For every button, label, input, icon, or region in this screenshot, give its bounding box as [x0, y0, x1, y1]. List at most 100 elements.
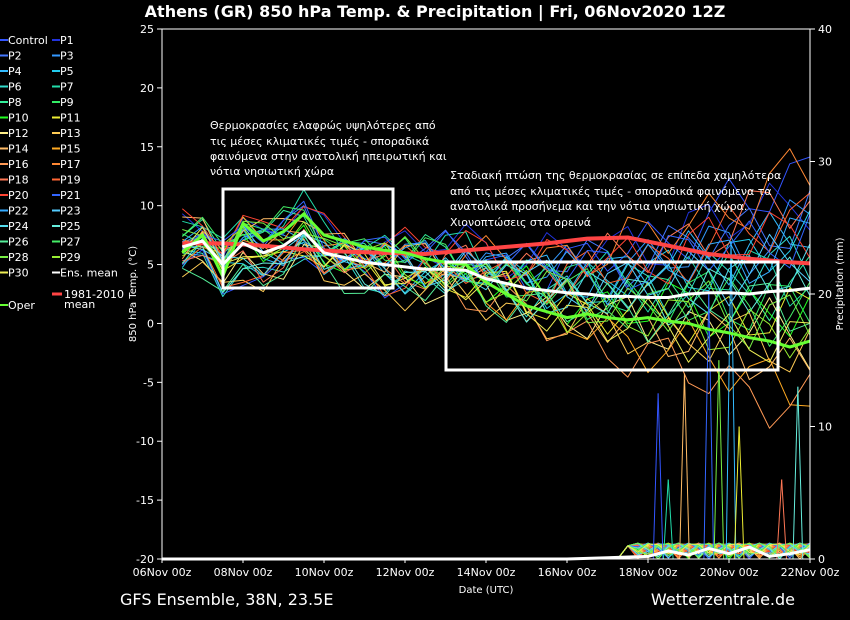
x-tick-label: 22Nov 00z	[781, 566, 840, 579]
y-axis-label: 850 hPa Temp. (°C)	[128, 246, 139, 342]
member-line-p2	[182, 190, 811, 288]
climate-mean-line	[182, 235, 811, 266]
y-tick-label: -20	[136, 553, 154, 566]
x-tick-label: 20Nov 00z	[700, 566, 759, 579]
member-line-p8	[181, 209, 811, 322]
annotation-line: Χιονοπτώσεις στα ορεινά	[450, 216, 591, 229]
legend-label: P22	[8, 205, 29, 218]
legend-label: P20	[8, 189, 29, 202]
y-axis-right: 40 30 20 10 0	[810, 23, 832, 566]
main-series	[181, 212, 811, 349]
legend-label: P21	[60, 189, 81, 202]
precip-spike	[792, 386, 799, 560]
x-axis-label: Date (UTC)	[459, 585, 514, 596]
precip-spike	[776, 479, 783, 560]
footer-site: Wetterzentrale.de	[651, 590, 795, 609]
annotation-text-2: Σταδιακή πτώση της θερμοκρασίας σε επίπε…	[450, 169, 781, 229]
precip-spike	[679, 373, 685, 560]
precip-spike	[738, 426, 745, 560]
annotation-line: Θερμοκρασίες ελαφρώς υψηλότερες από	[210, 119, 436, 132]
annotation-line: από τις μέσες κλιματικές τιμές - σποραδι…	[450, 185, 772, 198]
precip-spike	[662, 479, 669, 560]
y-tick-label: 0	[147, 317, 154, 330]
annotation-box-2	[444, 260, 780, 372]
legend-label: P10	[8, 112, 29, 125]
legend-label: P26	[8, 236, 29, 249]
legend-label: P5	[60, 65, 74, 78]
climate-mean-series	[182, 235, 811, 266]
legend-label: mean	[64, 298, 95, 311]
annotation-line: Σταδιακή πτώση της θερμοκρασίας σε επίπε…	[450, 169, 781, 182]
precip-spike	[667, 479, 674, 560]
annotation-line: τις μέσες κλιματικές τιμές - σποραδικά	[210, 135, 429, 148]
precip-spike	[708, 293, 715, 560]
x-axis: 06Nov 00z 08Nov 00z 10Nov 00z 12Nov 00z 14No…	[133, 559, 840, 579]
member-line-p26	[182, 235, 811, 343]
annotation-box-1	[221, 187, 395, 290]
y-tick-label: 5	[147, 259, 154, 272]
legend-label: P16	[8, 158, 29, 171]
y-axis-right-label: Precipitation (mm)	[835, 237, 846, 330]
legend-label: P6	[8, 81, 22, 94]
legend-label: P15	[60, 143, 81, 156]
y-tick-label: -5	[143, 376, 154, 389]
y-right-tick-label: 40	[818, 23, 832, 36]
x-tick-label: 18Nov 00z	[619, 566, 678, 579]
annotation-line: φαινόμενα στην ανατολική ηπειρωτική και	[210, 150, 447, 163]
member-line-p28	[182, 220, 811, 349]
legend-label: P4	[8, 65, 22, 78]
annotation-line: νότια νησιωτική χώρα	[210, 165, 334, 178]
legend-label: Control	[8, 34, 48, 47]
x-tick-label: 12Nov 00z	[376, 566, 435, 579]
legend-label: P13	[60, 127, 81, 140]
legend-label: P11	[60, 112, 81, 125]
legend-label: P23	[60, 205, 81, 218]
y-tick-label: 25	[140, 23, 154, 36]
y-tick-label: -15	[136, 494, 154, 507]
legend-label: P3	[60, 50, 74, 63]
legend-label: P28	[8, 251, 29, 264]
chart-title: Athens (GR) 850 hPa Temp. & Precipitatio…	[145, 2, 726, 22]
legend-label: P2	[8, 50, 22, 63]
member-line-p27	[181, 206, 811, 347]
legend-label: P24	[8, 220, 29, 233]
y-right-tick-label: 0	[818, 553, 825, 566]
member-line-p5	[181, 210, 811, 309]
legend-label: Oper	[8, 299, 35, 312]
precip-spike	[713, 360, 720, 560]
precip-spike	[718, 360, 725, 560]
annotation-text-1: Θερμοκρασίες ελαφρώς υψηλότερες από τις …	[210, 119, 447, 178]
member-line-p25	[182, 246, 811, 326]
precip-spike	[683, 373, 690, 560]
y-tick-label: -10	[136, 435, 154, 448]
precip-spike	[781, 479, 788, 560]
x-tick-label: 16Nov 00z	[538, 566, 597, 579]
legend-label: P25	[60, 220, 81, 233]
legend-label: P8	[8, 96, 22, 109]
legend-label: P27	[60, 236, 81, 249]
x-tick-label: 06Nov 00z	[133, 566, 192, 579]
legend-label: P29	[60, 251, 81, 264]
legend-label: P7	[60, 81, 74, 94]
precip-spike	[733, 426, 740, 560]
y-tick-label: 20	[140, 82, 154, 95]
precip-spike	[652, 393, 659, 560]
legend-label: P9	[60, 96, 74, 109]
y-right-tick-label: 10	[818, 421, 832, 434]
legend-label: 1981-2010	[64, 288, 124, 301]
x-tick-label: 08Nov 00z	[214, 566, 273, 579]
legend: Control P1 P2 P3 P4 P5 P6 P7 P8 P9 P10 P11 P12 P13 P14…	[0, 34, 124, 312]
x-tick-label: 10Nov 00z	[295, 566, 354, 579]
member-line-p15	[182, 212, 811, 407]
y-tick-label: 10	[140, 200, 154, 213]
legend-label: P19	[60, 174, 81, 187]
ens-mean-line	[181, 230, 811, 299]
precip-spike	[657, 393, 664, 560]
annotation-line: ανατολικά προσήνεμα και την νότια νησιωτ…	[450, 200, 747, 213]
legend-label: P12	[8, 127, 29, 140]
y-right-tick-label: 20	[818, 288, 832, 301]
legend-label: P1	[60, 34, 74, 47]
legend-label: Ens. mean	[60, 267, 118, 280]
member-line-p22	[181, 217, 811, 306]
